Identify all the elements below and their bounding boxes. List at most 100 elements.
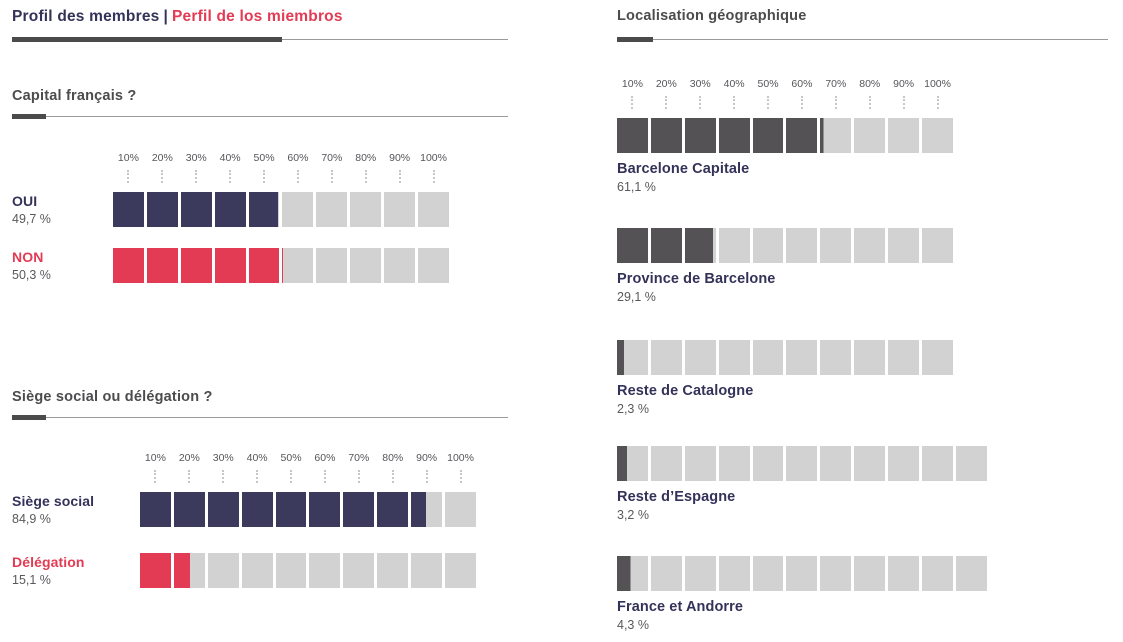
bar-segment [955,446,987,481]
tick-label: 30% [185,152,207,164]
bar-segment [309,492,341,527]
page-title: Profil des membres | Perfil de los miembro… [12,8,343,26]
value-label: 61,1 % [617,180,656,194]
bar-segment [854,340,886,375]
tick-label: 20% [178,452,200,464]
tick-label: 10% [117,152,139,164]
bar-segment [752,340,784,375]
bar-segment [309,553,341,588]
tick-line [357,470,360,483]
bar-row [617,446,987,481]
bar-segment [316,192,348,227]
bar-segment [418,192,449,227]
section-heading-siege: Siège social ou délégation ? [12,389,213,405]
tick-line [222,470,225,483]
bar-segment [786,228,818,263]
tick-label: 90% [416,452,438,464]
bar-segment [786,340,818,375]
bar-segment [888,228,920,263]
section-heading-localisation: Localisation géographique [617,8,807,24]
value-label: 50,3 % [12,268,51,282]
category-label: France et Andorre [617,599,744,615]
bar-segment [350,248,382,283]
bar-segment [820,446,852,481]
title-rule-thick-segment [12,37,282,42]
tick-label: 100% [420,152,447,164]
tick-label: 10% [621,78,643,90]
bar-row [617,556,987,591]
tick-label: 100% [447,452,474,464]
bar-segment [786,446,818,481]
bar-segment [173,553,205,588]
tick-line [902,96,905,109]
bar-segment [854,118,886,153]
bar-segment [718,340,750,375]
bar-segment [275,553,307,588]
section-rule-siege [12,415,508,420]
bar-segment [617,118,648,153]
bar-segment [820,556,852,591]
value-label: 15,1 % [12,573,51,587]
bar-segment [146,248,178,283]
bar-segment [684,556,716,591]
tick-line [263,170,266,183]
tick-label: 30% [212,452,234,464]
bar-segment [922,556,953,591]
bar-row [113,192,449,227]
tick-line [432,170,435,183]
section-rule-siege-thick-segment [12,415,46,420]
bar-segment [684,446,716,481]
bar-segment [377,553,409,588]
bar-segment [445,492,476,527]
tick-label: 40% [219,152,241,164]
tick-label: 30% [689,78,711,90]
bar-segment [684,340,716,375]
bar-row [617,340,953,375]
tick-line [391,470,394,483]
tick-line [699,96,702,109]
bar-segment [650,556,682,591]
tick-label: 50% [757,78,779,90]
tick-line [127,170,130,183]
bar-segment [684,118,716,153]
bar-segment [820,340,852,375]
value-label: 29,1 % [617,290,656,304]
bar-segment [888,556,920,591]
tick-line [229,170,232,183]
bar-segment [955,556,987,591]
bar-segment [854,446,886,481]
tick-label: 40% [723,78,745,90]
bar-segment [411,553,443,588]
bar-segment [922,228,953,263]
tick-label: 60% [287,152,309,164]
tick-line [330,170,333,183]
bar-segment [140,492,171,527]
bar-segment [752,118,784,153]
tick-line [195,170,198,183]
tick-line [161,170,164,183]
tick-line [188,470,191,483]
tick-label: 100% [924,78,951,90]
bar-segment [445,553,476,588]
tick-line [868,96,871,109]
tick-line [800,96,803,109]
title-rule [12,37,508,42]
tick-line [665,96,668,109]
tick-line [459,470,462,483]
section-rule-capital [12,114,508,119]
bar-segment [384,248,416,283]
bar-segment [888,446,920,481]
bar-segment [316,248,348,283]
tick-line [631,96,634,109]
bar-segment [718,446,750,481]
bar-segment [248,192,280,227]
bar-row [140,492,476,527]
bar-segment [146,192,178,227]
page-title-separator: | [163,8,169,25]
category-label: NON [12,249,44,265]
tick-label: 10% [144,452,166,464]
category-label: Province de Barcelone [617,271,776,287]
tick-label: 20% [151,152,173,164]
section-rule-capital-thick-segment [12,114,46,119]
bar-segment [650,340,682,375]
